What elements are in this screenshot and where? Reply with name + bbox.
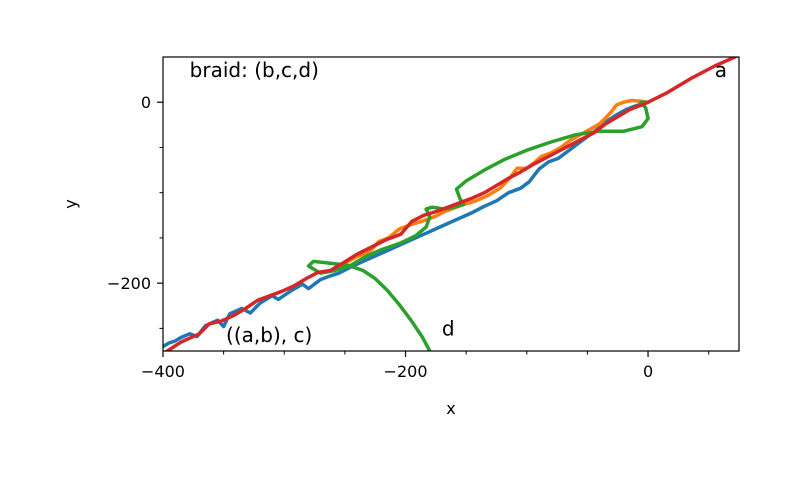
chart-annotation: d [442,317,455,341]
series-layer [163,57,739,351]
ticks-layer: −400 −200 0 −200 0 [107,93,710,381]
chart-annotation: ((a,b), c) [226,323,312,347]
chart-annotation: a [715,58,727,82]
y-tick-label: −200 [107,274,151,293]
y-tick-label: 0 [141,93,151,112]
y-axis-label: y [61,199,80,208]
plot-frame [162,56,740,352]
x-tick-label: −400 [141,362,185,381]
x-axis-label: x [446,399,455,418]
chart-annotation: braid: (b,c,d) [190,58,319,82]
x-tick-label: 0 [643,362,653,381]
series-line-4 [163,57,739,351]
series-line-1 [163,100,650,349]
annotation-layer: braid: (b,c,d) a ((a,b), c) d [190,58,727,347]
x-tick-label: −200 [384,362,428,381]
